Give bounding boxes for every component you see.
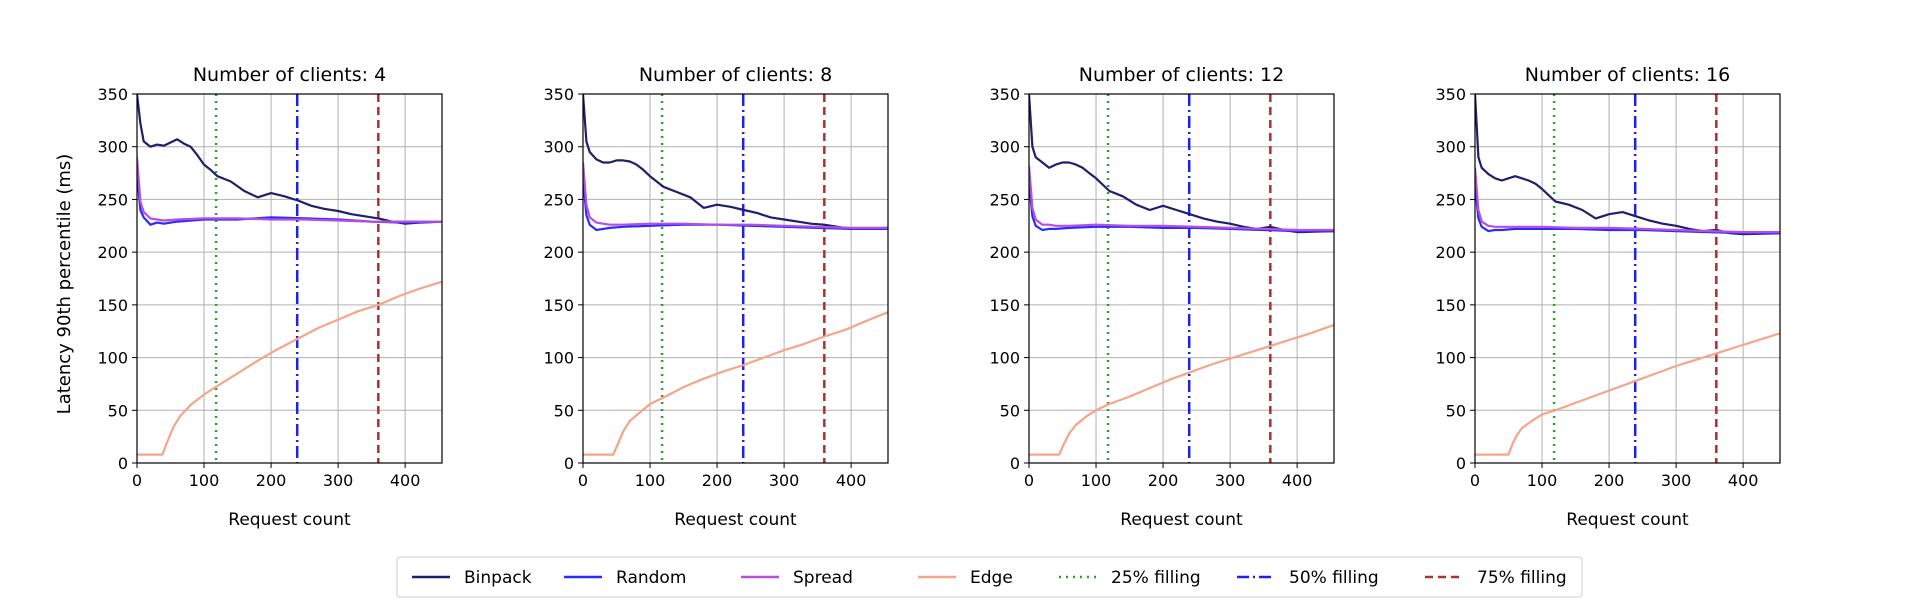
axes-frame xyxy=(582,93,889,464)
x-tick-label: 300 xyxy=(1661,471,1692,490)
y-tick-label: 300 xyxy=(97,138,128,157)
legend: Binpack Random Spread Edge 25% filling 50% fi… xyxy=(396,556,1583,598)
y-tick-label: 0 xyxy=(118,454,128,473)
legend-frame xyxy=(396,556,1583,598)
series-line-spread xyxy=(583,162,888,229)
subplot: 0 100 200 300 400 0 50 100 150 200 250 300 350 Number… xyxy=(97,64,443,530)
x-tick-label: 0 xyxy=(132,471,142,490)
y-tick-label: 50 xyxy=(108,401,128,420)
series-line-spread xyxy=(1029,165,1334,232)
x-tick-label: 200 xyxy=(1594,471,1625,490)
axes-frame xyxy=(136,93,443,464)
legend-label: Binpack xyxy=(464,568,532,588)
series-line-edge xyxy=(1475,332,1780,456)
y-tick-label: 150 xyxy=(1435,296,1466,315)
x-tick-label: 100 xyxy=(1527,471,1558,490)
plot-content xyxy=(137,94,442,463)
y-tick-label: 300 xyxy=(543,138,574,157)
y-tick-label: 150 xyxy=(989,296,1020,315)
x-axis-label: Request count xyxy=(674,510,797,530)
x-axis-label: Request count xyxy=(1120,510,1243,530)
series-line-spread xyxy=(137,157,442,223)
subplot-title: Number of clients: 12 xyxy=(1079,64,1284,86)
y-tick-label: 250 xyxy=(97,190,128,209)
y-tick-label: 250 xyxy=(1435,190,1466,209)
y-tick-label: 200 xyxy=(97,243,128,262)
x-tick-label: 0 xyxy=(1470,471,1480,490)
subplot: 0 100 200 300 400 0 50 100 150 200 250 300 350 Number… xyxy=(1435,64,1781,530)
y-tick-label: 150 xyxy=(97,296,128,315)
x-tick-label: 100 xyxy=(635,471,666,490)
y-tick-label: 50 xyxy=(1000,401,1020,420)
legend-label: Random xyxy=(616,568,686,588)
x-tick-label: 0 xyxy=(578,471,588,490)
y-tick-label: 200 xyxy=(989,243,1020,262)
y-tick-label: 350 xyxy=(543,85,574,104)
x-tick-label: 400 xyxy=(390,471,421,490)
x-tick-label: 400 xyxy=(1282,471,1313,490)
x-tick-label: 400 xyxy=(1728,471,1759,490)
x-tick-label: 0 xyxy=(1024,471,1034,490)
x-tick-label: 300 xyxy=(323,471,354,490)
series-line-edge xyxy=(137,280,442,456)
plot-background xyxy=(1029,94,1334,463)
plot-background xyxy=(583,94,888,463)
y-tick-label: 150 xyxy=(543,296,574,315)
series-line-edge xyxy=(583,311,888,456)
y-tick-label: 100 xyxy=(1435,349,1466,368)
x-axis-label: Request count xyxy=(228,510,351,530)
x-tick-label: 200 xyxy=(702,471,733,490)
y-tick-label: 100 xyxy=(543,349,574,368)
x-tick-label: 400 xyxy=(836,471,867,490)
subplot-title: Number of clients: 16 xyxy=(1525,64,1730,86)
series-line-spread xyxy=(1475,167,1780,234)
x-tick-label: 200 xyxy=(1148,471,1179,490)
x-tick-label: 300 xyxy=(1215,471,1246,490)
y-tick-label: 100 xyxy=(97,349,128,368)
plot-content xyxy=(583,94,888,463)
subplots: 0 100 200 300 400 0 50 100 150 200 250 300 350 Number… xyxy=(97,64,1781,530)
series-line-binpack xyxy=(137,94,442,225)
plot-content xyxy=(1029,94,1334,463)
y-tick-label: 0 xyxy=(1010,454,1020,473)
plot-background xyxy=(1475,94,1780,463)
legend-label: 50% filling xyxy=(1289,568,1379,588)
x-tick-label: 300 xyxy=(769,471,800,490)
plot-content xyxy=(1475,94,1780,463)
legend-label: 25% filling xyxy=(1111,568,1201,588)
y-tick-label: 350 xyxy=(97,85,128,104)
subplot-title: Number of clients: 4 xyxy=(193,64,386,86)
x-tick-label: 200 xyxy=(256,471,287,490)
y-tick-label: 0 xyxy=(564,454,574,473)
series-line-edge xyxy=(1029,323,1334,456)
legend-label: Edge xyxy=(970,568,1013,588)
legend-label: 75% filling xyxy=(1477,568,1567,588)
subplot: 0 100 200 300 400 0 50 100 150 200 250 300 350 Number… xyxy=(989,64,1335,530)
y-tick-label: 300 xyxy=(989,138,1020,157)
y-tick-label: 350 xyxy=(989,85,1020,104)
y-tick-label: 50 xyxy=(554,401,574,420)
y-tick-label: 200 xyxy=(1435,243,1466,262)
y-tick-label: 300 xyxy=(1435,138,1466,157)
axes-frame xyxy=(1474,93,1781,464)
subplot: 0 100 200 300 400 0 50 100 150 200 250 300 350 Number… xyxy=(543,64,889,530)
subplot-title: Number of clients: 8 xyxy=(639,64,832,86)
x-tick-label: 100 xyxy=(1081,471,1112,490)
axes-frame xyxy=(1028,93,1335,464)
y-tick-label: 50 xyxy=(1446,401,1466,420)
y-tick-label: 200 xyxy=(543,243,574,262)
plot-background xyxy=(137,94,442,463)
y-tick-label: 0 xyxy=(1456,454,1466,473)
y-tick-label: 250 xyxy=(989,190,1020,209)
legend-label: Spread xyxy=(793,568,853,588)
series-line-binpack xyxy=(583,94,888,230)
y-tick-label: 100 xyxy=(989,349,1020,368)
x-axis-label: Request count xyxy=(1566,510,1689,530)
y-axis-label: Latency 90th percentile (ms) xyxy=(54,154,75,415)
y-tick-label: 350 xyxy=(1435,85,1466,104)
y-tick-label: 250 xyxy=(543,190,574,209)
x-tick-label: 100 xyxy=(189,471,220,490)
